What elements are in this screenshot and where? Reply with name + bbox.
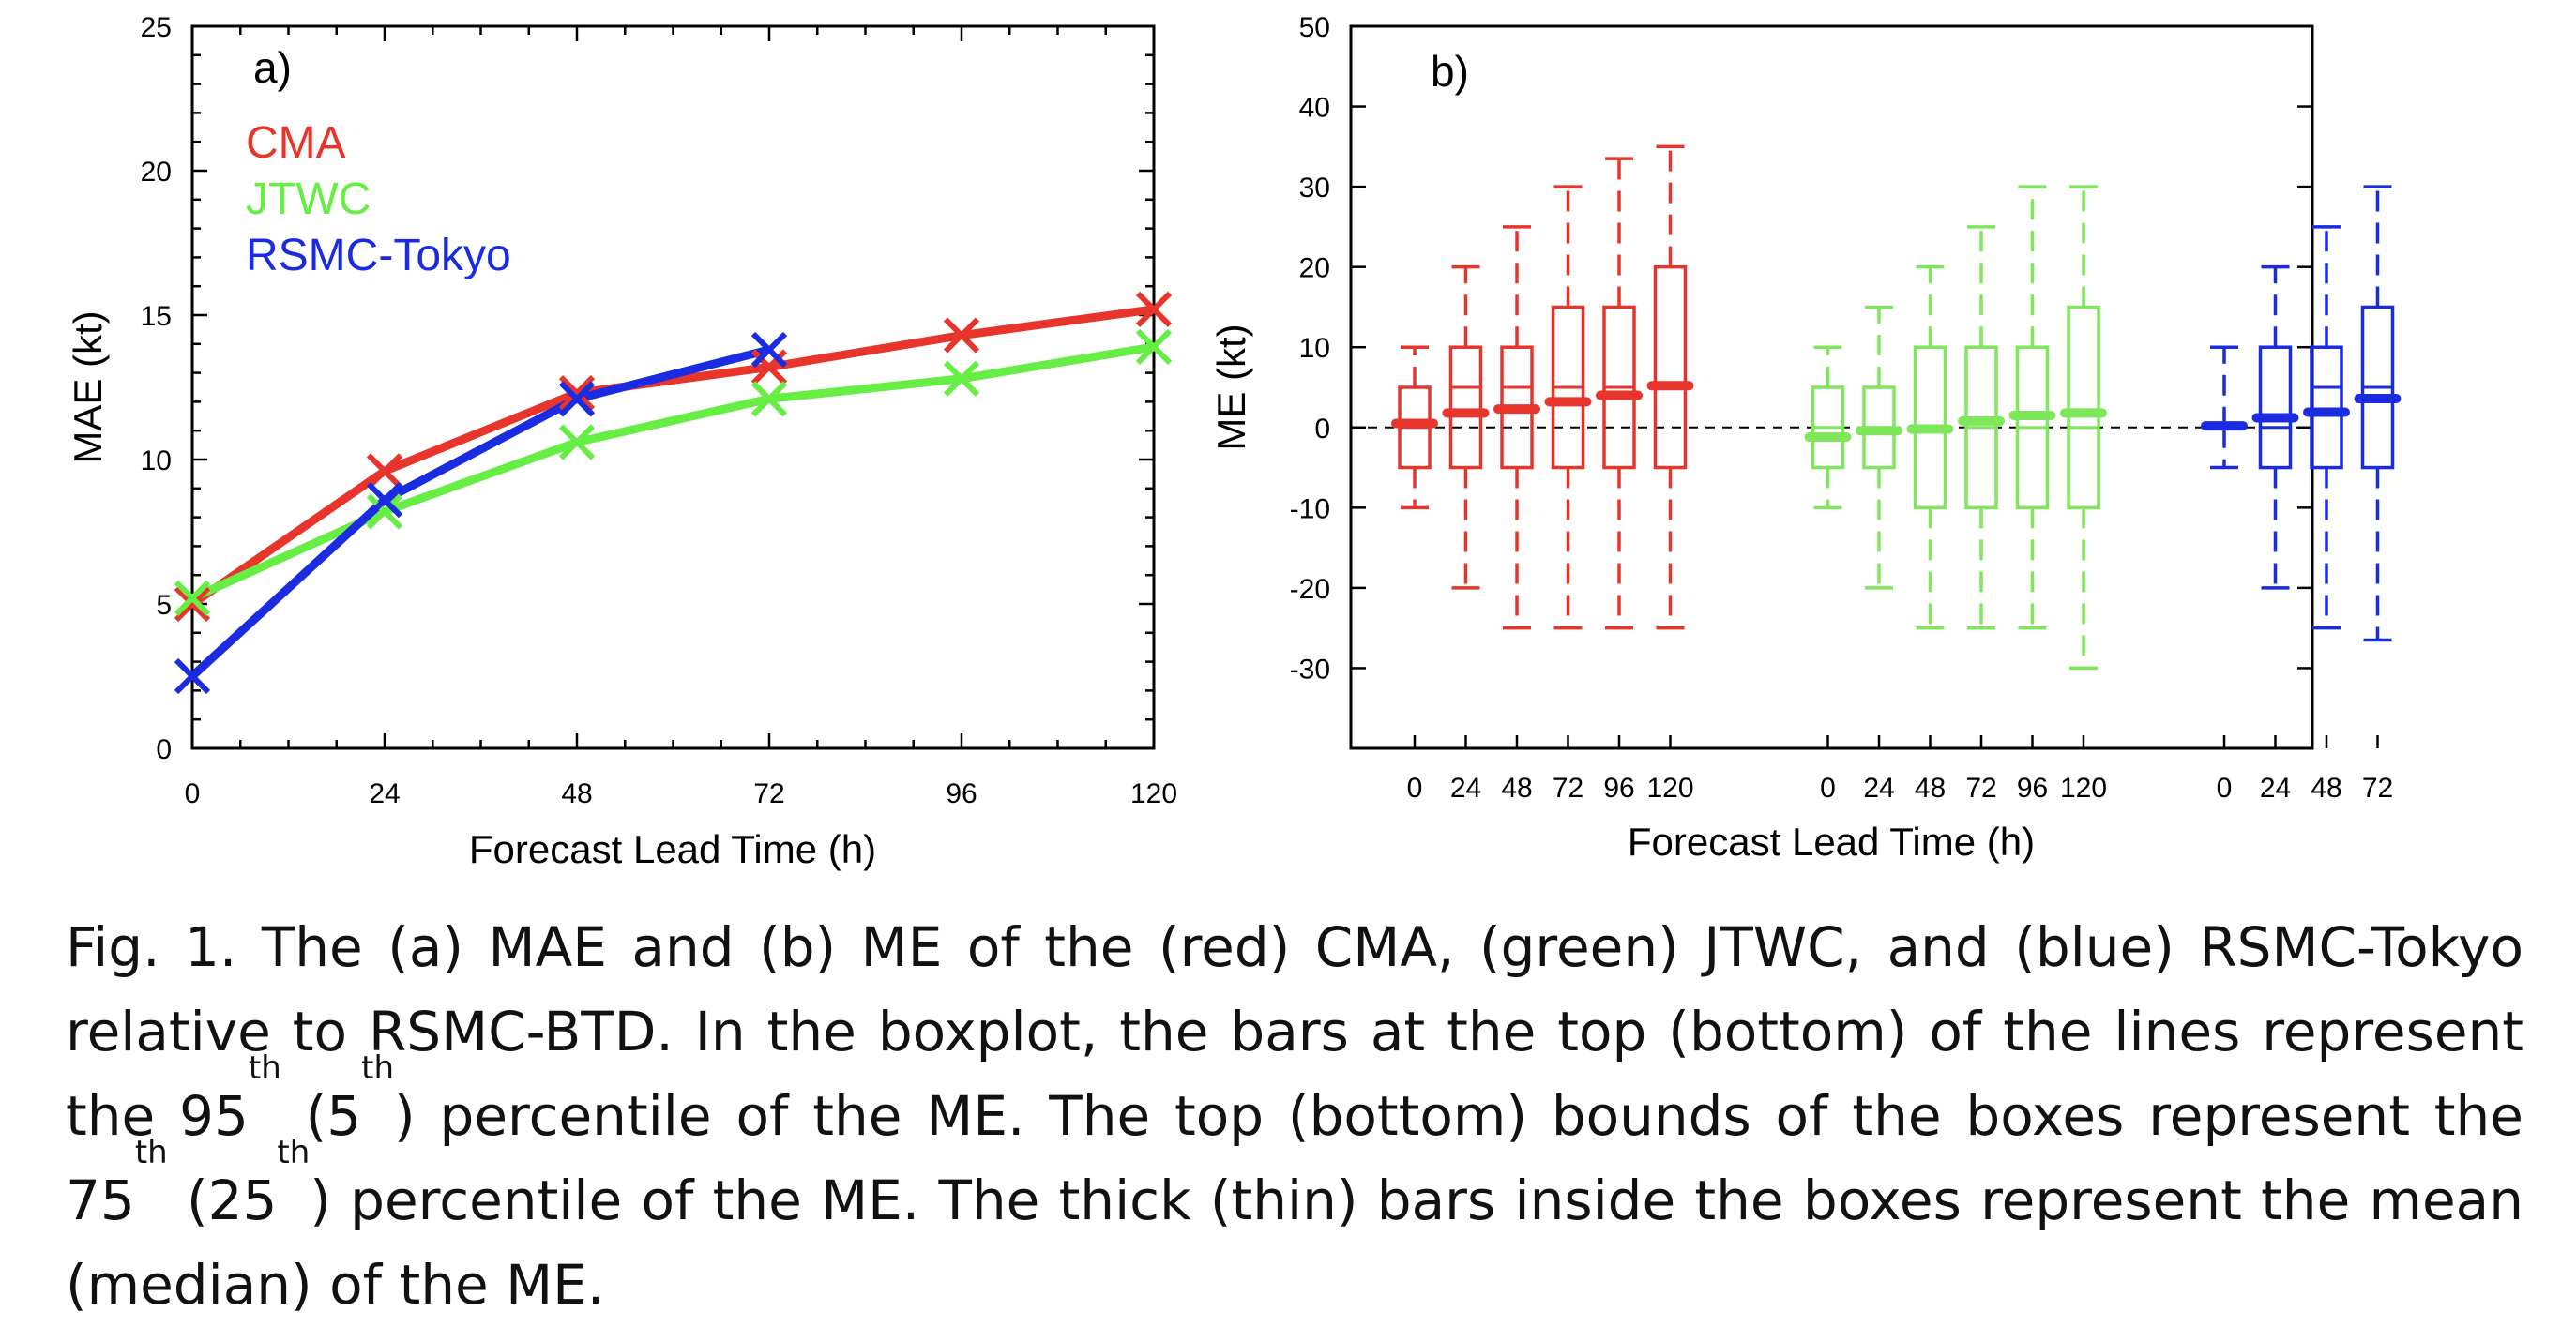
panel-a-xtick-label: 72: [753, 778, 784, 809]
panel-b-ytick-label: 50: [1299, 12, 1330, 43]
panel-b-xtick-label: 0: [2217, 773, 2233, 804]
panel-a-series: [176, 294, 1170, 692]
panel-a-ytick-label: 0: [156, 734, 172, 765]
panel-b-boxplot: -30 -20 -10 0 10 20 30 40 50 0 24 48 72 96 120 0 24 48 72 9…: [1209, 12, 2397, 864]
panel-b-xtick-label: 72: [1553, 773, 1583, 804]
panel-b-ytick-label: -10: [1290, 493, 1330, 524]
iqr-box: [1451, 347, 1481, 467]
panel-b-xlabel: Forecast Lead Time (h): [1628, 820, 2035, 864]
panel-b-xtick-label: 96: [2017, 773, 2048, 804]
panel-b-xtick-label: 72: [1965, 773, 1996, 804]
panel-a-ytick-label: 15: [141, 301, 172, 332]
panel-b-xtick-label: 120: [2060, 773, 2107, 804]
series-line-rsmc-tokyo: [192, 350, 769, 676]
caption-superscript: th: [249, 1049, 281, 1087]
figure-caption: Fig. 1. The (a) MAE and (b) ME of the (r…: [66, 905, 2523, 1327]
caption-text: ) percentile of the ME. The thick (thin)…: [66, 1169, 2523, 1317]
panel-b-ylabel: ME (kt): [1209, 324, 1253, 450]
panel-a-legend: CMA JTWC RSMC-Tokyo: [246, 118, 511, 280]
panel-a-label: a): [253, 43, 292, 92]
box-0-96: [1600, 158, 1638, 628]
panel-a-line-chart: 0 5 10 15 20 25 0 24 48 72 96 120 a) CMA JTWC RSMC-To…: [66, 12, 1177, 871]
caption-superscript: th: [135, 1134, 168, 1171]
panel-b-label: b): [1431, 47, 1469, 96]
caption-text: (25: [168, 1169, 278, 1232]
panel-b-xtick-label: 48: [2311, 773, 2341, 804]
panel-a-xtick-label: 120: [1130, 778, 1177, 809]
panel-b-ytick-label: -20: [1290, 574, 1330, 605]
iqr-box: [2261, 347, 2291, 467]
box-0-72: [1550, 187, 1587, 628]
panel-b-xtick-label: 72: [2362, 773, 2393, 804]
panel-a-ytick-label: 5: [156, 590, 172, 621]
panel-b-ytick-label: -30: [1290, 654, 1330, 685]
panel-a-xtick-label: 96: [946, 778, 977, 809]
panel-a-xtick-label: 48: [561, 778, 592, 809]
panel-a-xtick-label: 0: [185, 778, 201, 809]
panel-b-ytick-label: 30: [1299, 173, 1330, 204]
box-1-96: [2014, 187, 2052, 628]
panel-a-ytick-label: 10: [141, 445, 172, 476]
panel-b-xtick-label: 0: [1407, 773, 1423, 804]
box-0-120: [1652, 146, 1690, 627]
box-2-0: [2205, 347, 2243, 467]
panel-b-xtick-label: 48: [1915, 773, 1946, 804]
legend-entry-jtwc: JTWC: [246, 174, 371, 224]
iqr-box: [1656, 267, 1686, 468]
panel-b-xtick-label: 24: [1863, 773, 1894, 804]
series-line-cma: [192, 309, 1154, 604]
panel-b-xtick-label: 24: [1450, 773, 1481, 804]
panel-b-ytick-label: 40: [1299, 93, 1330, 124]
panel-a-xtick-label: 24: [369, 778, 400, 809]
iqr-box: [2311, 347, 2341, 467]
box-2-24: [2257, 267, 2295, 588]
panel-b-boxes: [1396, 146, 2397, 668]
panel-a-ytick-label: 25: [141, 12, 172, 43]
panel-b-ytick-label: 0: [1314, 414, 1330, 445]
panel-b-xtick-label: 48: [1501, 773, 1532, 804]
box-1-24: [1860, 307, 1898, 587]
legend-entry-cma: CMA: [246, 118, 346, 168]
iqr-box: [2068, 307, 2099, 507]
panel-b-ytick-label: 10: [1299, 333, 1330, 364]
box-1-72: [1962, 227, 2000, 628]
box-1-120: [2065, 187, 2102, 668]
box-1-0: [1810, 347, 1847, 507]
panel-b-xtick-label: 24: [2260, 773, 2291, 804]
box-0-0: [1396, 347, 1433, 507]
series-line-jtwc: [192, 347, 1154, 598]
panel-a-ytick-label: 20: [141, 157, 172, 188]
panel-b-xtick-label: 120: [1646, 773, 1693, 804]
panel-b-xtick-label: 0: [1820, 773, 1836, 804]
panel-b-ytick-label: 20: [1299, 253, 1330, 284]
box-2-72: [2359, 187, 2397, 640]
figure: 0 5 10 15 20 25 0 24 48 72 96 120 a) CMA JTWC RSMC-To…: [0, 0, 2576, 882]
legend-entry-rsmc-tokyo: RSMC-Tokyo: [246, 231, 511, 280]
caption-superscript: th: [277, 1134, 310, 1171]
box-1-48: [1912, 267, 1949, 628]
panel-a-xlabel: Forecast Lead Time (h): [469, 827, 876, 871]
panel-a-ylabel: MAE (kt): [66, 310, 110, 463]
panel-b-xtick-label: 96: [1603, 773, 1634, 804]
caption-superscript: th: [361, 1049, 394, 1087]
